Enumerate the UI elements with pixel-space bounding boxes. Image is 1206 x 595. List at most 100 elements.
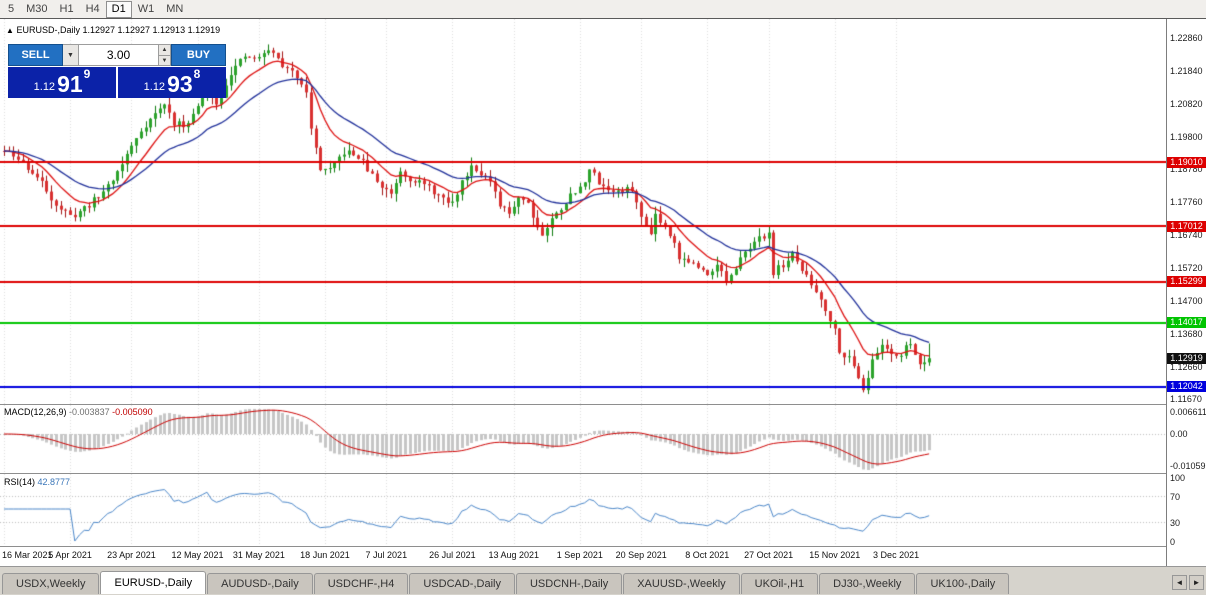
date-axis-label: 15 Nov 2021 <box>809 550 861 560</box>
date-axis-label: 18 Jun 2021 <box>300 550 350 560</box>
macd-indicator-canvas[interactable] <box>0 405 1166 473</box>
chart-tab-ukoil-h1[interactable]: UKOil-,H1 <box>740 573 819 594</box>
timeframe-button-5[interactable]: 5 <box>8 2 15 15</box>
level-price-tag-1.14017: 1.14017 <box>1167 317 1206 328</box>
timeframe-button-h4[interactable]: H4 <box>85 2 100 15</box>
date-axis-label: 1 Sep 2021 <box>556 550 603 560</box>
price-axis-label: 1.21840 <box>1170 65 1203 76</box>
price-axis-label: 1.11670 <box>1170 393 1202 404</box>
level-price-tag-1.12042: 1.12042 <box>1167 381 1206 392</box>
pane-divider[interactable] <box>0 473 1206 474</box>
date-axis-label: 23 Apr 2021 <box>107 550 156 560</box>
date-axis-label: 13 Aug 2021 <box>488 550 540 560</box>
arrow-right-icon: ► <box>1192 578 1201 587</box>
rsi-name: RSI(14) <box>4 477 36 487</box>
sell-button[interactable]: SELL <box>8 44 63 66</box>
chart-tab-usdcnh-daily[interactable]: USDCNH-,Daily <box>515 573 623 594</box>
volume-increase-button[interactable]: ▲ <box>158 45 170 55</box>
macd-axis-label: 0.006611 <box>1170 407 1206 417</box>
volume-input[interactable] <box>79 45 170 65</box>
timeframe-button-d1[interactable]: D1 <box>105 0 132 18</box>
date-axis-label: 20 Sep 2021 <box>615 550 667 560</box>
chevron-down-icon: ▼ <box>161 58 168 64</box>
chart-tab-eurusd-daily[interactable]: EURUSD-,Daily <box>100 571 207 594</box>
buy-price-prefix: 1.12 <box>143 81 166 93</box>
price-axis-label: 1.13680 <box>1170 328 1203 339</box>
date-axis-label: 27 Oct 2021 <box>744 550 794 560</box>
price-axis-label: 1.12660 <box>1170 361 1203 372</box>
macd-label: MACD(12,26,9) -0.003837 -0.005090 <box>4 407 153 417</box>
date-axis-label: 3 Dec 2021 <box>873 550 920 560</box>
chart-header: ▲ EURUSD-,Daily 1.12927 1.12927 1.12913 … <box>6 25 220 35</box>
price-axis-label: 1.20820 <box>1170 98 1203 109</box>
chevron-down-icon: ▼ <box>67 51 74 59</box>
pane-divider <box>0 546 1206 547</box>
chart-tab-usdchf-h4[interactable]: USDCHF-,H4 <box>313 573 409 594</box>
pane-divider[interactable] <box>0 404 1206 405</box>
sell-price-display[interactable]: 1.12 91 9 <box>8 67 116 98</box>
chart-tab-usdx-weekly[interactable]: USDX,Weekly <box>2 573 100 594</box>
rsi-axis-label: 0 <box>1170 537 1176 547</box>
rsi-indicator-canvas[interactable] <box>0 474 1166 546</box>
volume-spinner: ▲ ▼ <box>158 45 170 65</box>
buy-button[interactable]: BUY <box>171 44 226 66</box>
level-price-tag-1.15299: 1.15299 <box>1167 276 1206 287</box>
rsi-axis-label: 30 <box>1170 517 1181 528</box>
volume-field: ▲ ▼ <box>79 44 171 66</box>
date-axis-label: 12 May 2021 <box>171 550 224 560</box>
price-axis-label: 1.16740 <box>1170 230 1203 241</box>
price-axis-label: 1.19800 <box>1170 131 1203 142</box>
timeframe-button-m30[interactable]: M30 <box>26 2 48 15</box>
current-price-tag: 1.12919 <box>1167 353 1206 364</box>
sell-price-pip-digit: 9 <box>83 67 91 81</box>
level-price-tag-1.17012: 1.17012 <box>1167 221 1206 232</box>
buy-price-display[interactable]: 1.12 93 8 <box>118 67 226 98</box>
volume-dropdown-button[interactable]: ▼ <box>63 44 79 66</box>
rsi-value: 42.8777 <box>37 477 71 487</box>
buy-price-big-digits: 93 <box>167 71 193 97</box>
date-axis-label: 16 Mar 2021 <box>2 550 53 560</box>
chevron-up-icon: ▲ <box>161 47 168 53</box>
chart-tab-audusd-daily[interactable]: AUDUSD-,Daily <box>207 573 313 594</box>
date-axis-label: 8 Oct 2021 <box>685 550 730 560</box>
chart-tab-uk100-daily[interactable]: UK100-,Daily <box>916 573 1010 594</box>
sell-price-prefix: 1.12 <box>33 81 56 93</box>
rsi-axis-label: 70 <box>1170 492 1181 503</box>
timeframe-button-mn[interactable]: MN <box>166 2 184 15</box>
chart-tab-bar: USDX,Weekly EURUSD-,Daily AUDUSD-,Daily USD… <box>0 566 1206 595</box>
tab-scroll-left-button[interactable]: ◄ <box>1172 575 1187 590</box>
tab-scroll-controls: ◄ ► <box>1172 575 1204 594</box>
price-axis-label: 1.14700 <box>1170 295 1203 306</box>
price-axis-label: 1.17760 <box>1170 197 1203 208</box>
macd-axis-label: 0.00 <box>1170 429 1188 439</box>
price-axis-label: 1.18780 <box>1170 164 1203 175</box>
chart-tab-dj30-weekly[interactable]: DJ30-,Weekly <box>819 573 916 594</box>
date-axis-label: 31 May 2021 <box>232 550 285 560</box>
timeframe-button-w1[interactable]: W1 <box>137 2 155 15</box>
chart-tabs: USDX,Weekly EURUSD-,Daily AUDUSD-,Daily USD… <box>2 571 1010 594</box>
date-axis-label: 5 Apr 2021 <box>48 550 92 560</box>
rsi-label: RSI(14) 42.8777 <box>4 477 70 487</box>
tab-scroll-right-button[interactable]: ► <box>1189 575 1204 590</box>
price-axis-label: 1.15720 <box>1170 263 1203 274</box>
arrow-left-icon: ◄ <box>1175 578 1184 587</box>
chart-ohlc-values: 1.12927 1.12927 1.12913 1.12919 <box>82 25 221 35</box>
macd-signal-value: -0.005090 <box>112 407 153 417</box>
date-axis[interactable]: 16 Mar 2021 5 Apr 2021 23 Apr 2021 12 May 2… <box>0 547 1166 565</box>
chart-symbol-label: EURUSD-,Daily <box>16 25 80 35</box>
buy-price-pip-digit: 8 <box>193 67 201 81</box>
timeframe-button-h1[interactable]: H1 <box>59 2 74 15</box>
price-axis[interactable]: 1.22860 1.21840 1.20820 1.19800 1.18780 1.177… <box>1166 19 1206 566</box>
symbol-arrow-icon: ▲ <box>6 26 14 35</box>
macd-axis-label: -0.01059 <box>1170 461 1206 471</box>
price-axis-label: 1.22860 <box>1170 33 1203 43</box>
timeframe-toolbar: 5 M30 H1 H4 D1 W1 MN <box>0 0 1206 19</box>
level-price-tag-1.19010: 1.19010 <box>1167 157 1206 168</box>
volume-decrease-button[interactable]: ▼ <box>158 55 170 65</box>
date-axis-label: 7 Jul 2021 <box>365 550 408 560</box>
chart-tab-usdcad-daily[interactable]: USDCAD-,Daily <box>409 573 515 594</box>
macd-main-value: -0.003837 <box>69 407 110 417</box>
chart-tab-xauusd-weekly[interactable]: XAUUSD-,Weekly <box>623 573 740 594</box>
